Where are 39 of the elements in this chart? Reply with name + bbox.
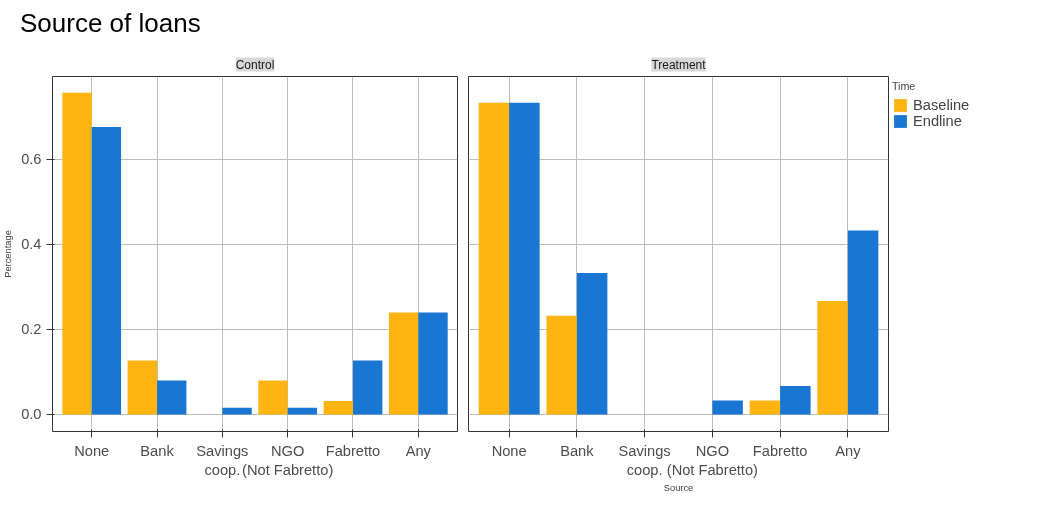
bar — [222, 407, 252, 415]
bar — [817, 300, 848, 415]
bar — [749, 400, 781, 415]
bar — [157, 380, 187, 415]
x-tick-label: Bank — [560, 442, 595, 459]
legend-title: Time — [892, 80, 917, 92]
x-tick-label: Fabretto — [325, 442, 381, 459]
y-axis-title: Percentage — [3, 230, 14, 278]
x-tick-label: Bank — [140, 442, 175, 459]
bar — [478, 102, 510, 415]
y-tick-label: 0.2 — [21, 321, 42, 338]
chart-title: Treatment — [651, 57, 707, 72]
bar — [258, 380, 288, 415]
x-tick-label: None — [491, 442, 527, 459]
y-tick-label: 0.0 — [21, 406, 42, 423]
x-tick-label: Any — [835, 442, 862, 459]
y-tick-label: 0.4 — [21, 236, 42, 253]
bar — [576, 272, 608, 415]
x-tick-label: None — [74, 442, 110, 459]
x-tick-label: Any — [405, 442, 432, 459]
x-tick-label: Fabretto — [752, 442, 808, 459]
bar — [62, 92, 92, 415]
bar — [712, 400, 743, 415]
y-tick-label: 0.6 — [21, 151, 42, 168]
legend-label: Endline — [913, 113, 963, 129]
x-axis-title: Source — [663, 482, 694, 493]
bar — [127, 360, 158, 415]
chart-title: Source of loans — [20, 7, 201, 40]
chart-subtitle: Control — [235, 57, 275, 72]
bar — [352, 360, 383, 415]
bar — [847, 230, 879, 415]
bar — [323, 400, 353, 415]
bar — [780, 386, 811, 415]
legend-label: Baseline — [913, 97, 970, 113]
bar — [509, 102, 540, 415]
bar — [418, 312, 448, 415]
bar — [546, 315, 577, 415]
bar — [388, 312, 419, 415]
bar — [91, 127, 122, 415]
